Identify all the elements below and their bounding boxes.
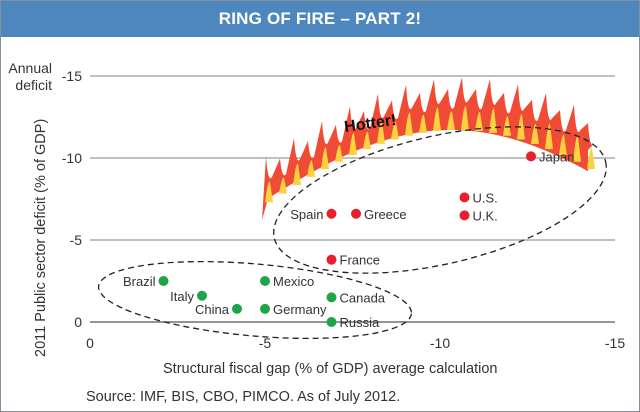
y-tick-label: 0 (74, 314, 82, 330)
x-tick-label: -10 (430, 335, 450, 351)
point-label: China (195, 302, 230, 317)
hot-group-ellipse (273, 126, 607, 274)
data-point-canada (326, 292, 337, 303)
x-tick-label: -5 (259, 335, 272, 351)
y-tick-label: -10 (62, 150, 82, 166)
chart-title: RING OF FIRE – PART 2! (1, 1, 639, 37)
point-label: France (340, 253, 380, 268)
x-tick-label: 0 (86, 335, 94, 351)
data-point-mexico (260, 276, 270, 286)
point-label: Spain (290, 207, 323, 222)
y-tick-label: -5 (70, 232, 83, 248)
data-point-spain (326, 208, 337, 219)
point-label: Greece (364, 207, 407, 222)
point-label: Germany (273, 302, 327, 317)
y-label-top-2: deficit (15, 77, 52, 93)
x-axis-label: Structural fiscal gap (% of GDP) average… (163, 361, 497, 377)
data-point-uk (459, 210, 470, 221)
y-label-top-1: Annual (8, 60, 52, 76)
flames-illustration (262, 77, 595, 220)
data-point-japan (526, 151, 536, 162)
source-note: Source: IMF, BIS, CBO, PIMCO. As of July… (86, 389, 400, 405)
point-label: Canada (340, 290, 386, 305)
data-point-greece (351, 208, 361, 219)
data-point-us (459, 192, 470, 203)
point-label: Mexico (273, 274, 314, 289)
point-label: Brazil (123, 274, 156, 289)
point-label: U.S. (473, 190, 498, 205)
y-tick-label: -15 (62, 68, 82, 84)
flame-outer (262, 77, 594, 220)
data-point-russia (326, 317, 337, 327)
point-label: Japan (539, 149, 574, 164)
point-label: U.K. (473, 208, 498, 223)
data-point-china (232, 303, 242, 314)
cool-group-ellipse (97, 260, 413, 340)
data-point-france (326, 254, 337, 265)
y-axis-label: 2011 Public sector deficit (% of GDP) (33, 119, 49, 357)
point-label: Italy (170, 289, 194, 304)
data-point-brazil (158, 276, 169, 286)
x-tick-label: -15 (605, 335, 625, 351)
data-point-italy (197, 290, 207, 301)
point-label: Russia (340, 315, 381, 330)
data-point-germany (260, 303, 270, 314)
